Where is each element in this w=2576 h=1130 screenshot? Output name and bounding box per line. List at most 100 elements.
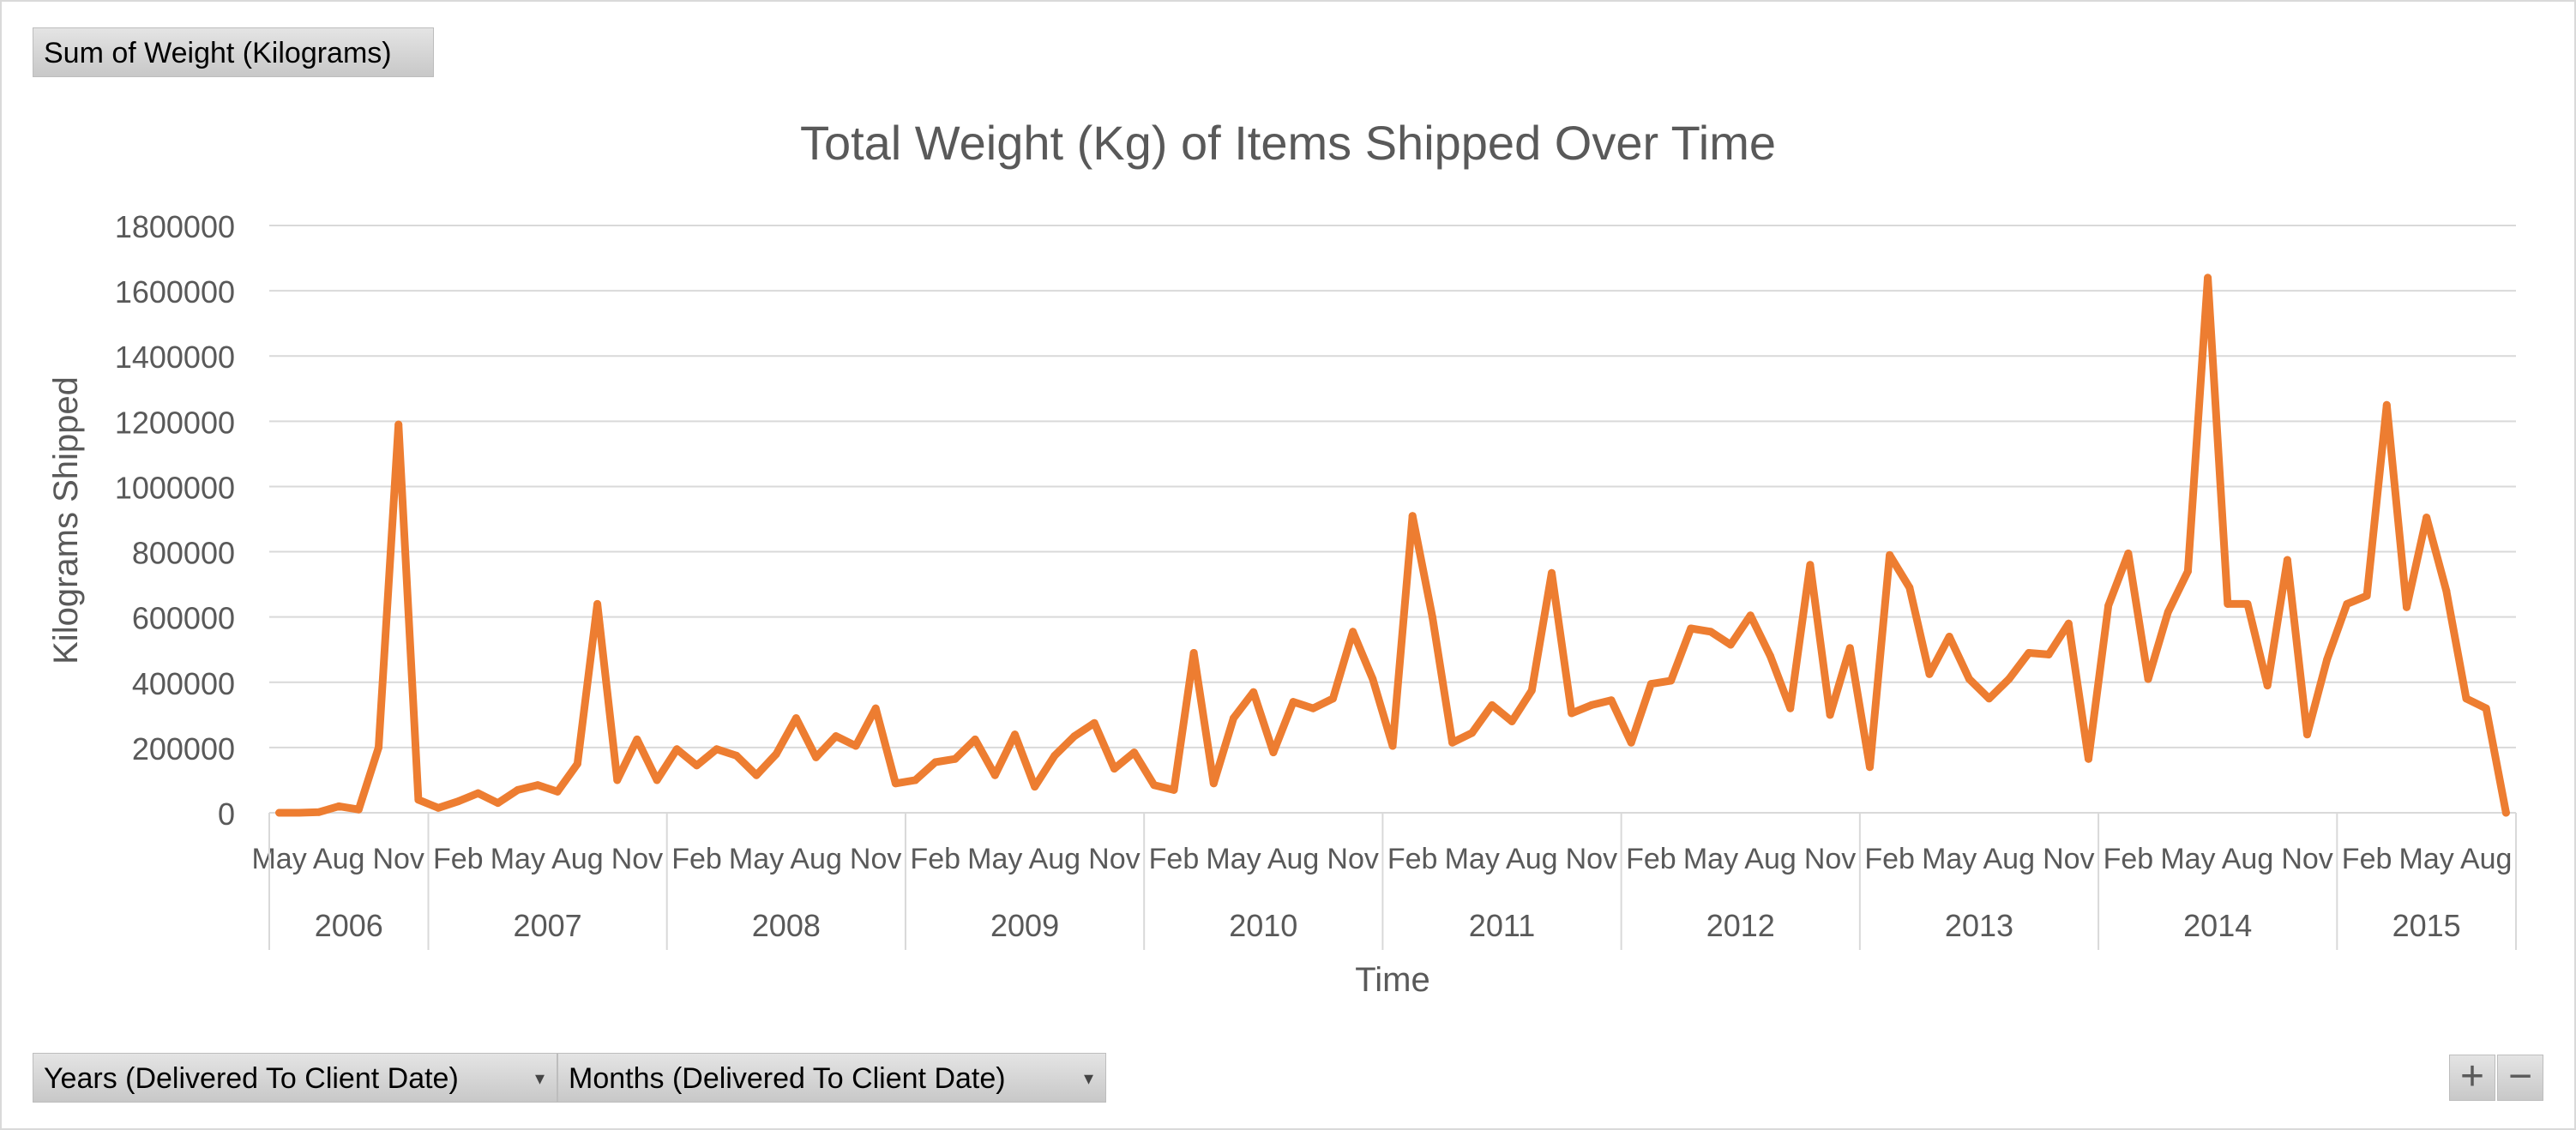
years-field-label: Years (Delivered To Client Date) (44, 1062, 459, 1095)
data-point (871, 704, 880, 712)
data-point (2224, 599, 2232, 608)
y-tick-label: 1400000 (115, 340, 235, 375)
data-point (1328, 694, 1337, 703)
data-point (2243, 599, 2252, 608)
x-month-label: Nov (1088, 843, 1140, 875)
data-point (1607, 696, 1616, 705)
x-month-label: May (491, 843, 545, 875)
x-month-label: Nov (2281, 843, 2332, 875)
x-year-label: 2014 (2183, 908, 2252, 943)
data-point (2462, 694, 2471, 703)
x-month-label: Aug (551, 843, 604, 875)
data-point (1806, 561, 1815, 569)
data-point (1726, 640, 1735, 649)
data-point (1349, 628, 1357, 636)
data-point (692, 761, 701, 770)
data-point (1865, 763, 1874, 772)
x-month-label: Feb (2104, 843, 2154, 875)
data-point (553, 787, 562, 796)
x-year-label: 2015 (2392, 908, 2461, 943)
data-point (990, 771, 999, 779)
data-point (1706, 628, 1715, 636)
data-point (931, 758, 940, 766)
x-year-label: 2009 (990, 908, 1059, 943)
x-month-label: May (2399, 843, 2454, 875)
data-point (2005, 675, 2013, 683)
data-point (2303, 730, 2312, 739)
x-month-label: May (1445, 843, 1500, 875)
data-point (1309, 704, 1317, 712)
data-point (1687, 624, 1695, 633)
data-point (732, 751, 741, 760)
x-month-label: Aug (1029, 843, 1081, 875)
dropdown-arrow-icon[interactable]: ▾ (1083, 1067, 1093, 1089)
data-point (2204, 273, 2212, 282)
data-point (1070, 732, 1079, 741)
data-point (1587, 700, 1596, 709)
data-point (2442, 586, 2451, 595)
months-field-label: Months (Delivered To Client Date) (569, 1062, 1006, 1095)
years-field-button[interactable]: Years (Delivered To Client Date) ▾ (33, 1053, 557, 1103)
months-field-button[interactable]: Months (Delivered To Client Date) ▾ (557, 1053, 1106, 1103)
x-month-label: May (967, 843, 1022, 875)
series-line (275, 273, 2510, 817)
x-month-label: Nov (1327, 843, 1378, 875)
data-point (334, 802, 343, 810)
data-point (1627, 738, 1635, 747)
data-point (2402, 603, 2410, 611)
data-point (2283, 556, 2291, 564)
data-point (791, 714, 800, 723)
data-point (1189, 649, 1198, 658)
data-point (315, 808, 323, 816)
data-point (2124, 549, 2133, 557)
data-point (912, 776, 920, 784)
data-point (2144, 675, 2152, 683)
data-point (1031, 783, 1039, 791)
data-point (891, 779, 900, 788)
zoom-in-button[interactable]: + (2449, 1055, 2495, 1101)
data-point (1388, 742, 1397, 750)
data-point (653, 776, 661, 784)
data-point (1170, 785, 1178, 794)
data-point (2044, 650, 2053, 658)
data-point (375, 743, 383, 752)
data-point (1568, 709, 1576, 718)
data-point (2501, 808, 2510, 817)
x-month-label: May (2160, 843, 2215, 875)
data-point (2423, 514, 2431, 522)
data-point (1209, 779, 1218, 788)
data-point (494, 799, 503, 808)
data-point (1408, 512, 1417, 520)
y-tick-label: 1800000 (115, 209, 235, 244)
data-point (2064, 619, 2073, 628)
data-point (295, 808, 304, 817)
x-month-label: Aug (2222, 843, 2274, 875)
dropdown-arrow-icon[interactable]: ▾ (534, 1067, 545, 1089)
value-field-button[interactable]: Sum of Weight (Kilograms) (33, 27, 434, 77)
x-month-label: Aug (1744, 843, 1797, 875)
x-month-label: May (729, 843, 784, 875)
data-point (1547, 568, 1556, 577)
x-month-label: Feb (910, 843, 960, 875)
data-point (852, 742, 860, 750)
y-tick-label: 1200000 (115, 405, 235, 440)
x-year-label: 2006 (315, 908, 383, 943)
y-tick-label: 1600000 (115, 274, 235, 310)
data-point (1845, 644, 1854, 652)
data-point (1010, 730, 1019, 739)
data-point (1448, 738, 1457, 747)
x-month-label: Aug (2460, 843, 2513, 875)
x-year-label: 2007 (514, 908, 582, 943)
x-month-label: Aug (790, 843, 842, 875)
data-point (1130, 748, 1139, 757)
x-month-label: May (251, 843, 306, 875)
x-month-label: May (1683, 843, 1738, 875)
zoom-out-button[interactable]: − (2497, 1055, 2543, 1101)
x-year-label: 2013 (1945, 908, 2013, 943)
data-point (1766, 652, 1775, 660)
x-year-label: 2011 (1469, 908, 1535, 943)
x-year-label: 2012 (1706, 908, 1775, 943)
data-point (1230, 714, 1238, 723)
data-point (2343, 599, 2351, 608)
